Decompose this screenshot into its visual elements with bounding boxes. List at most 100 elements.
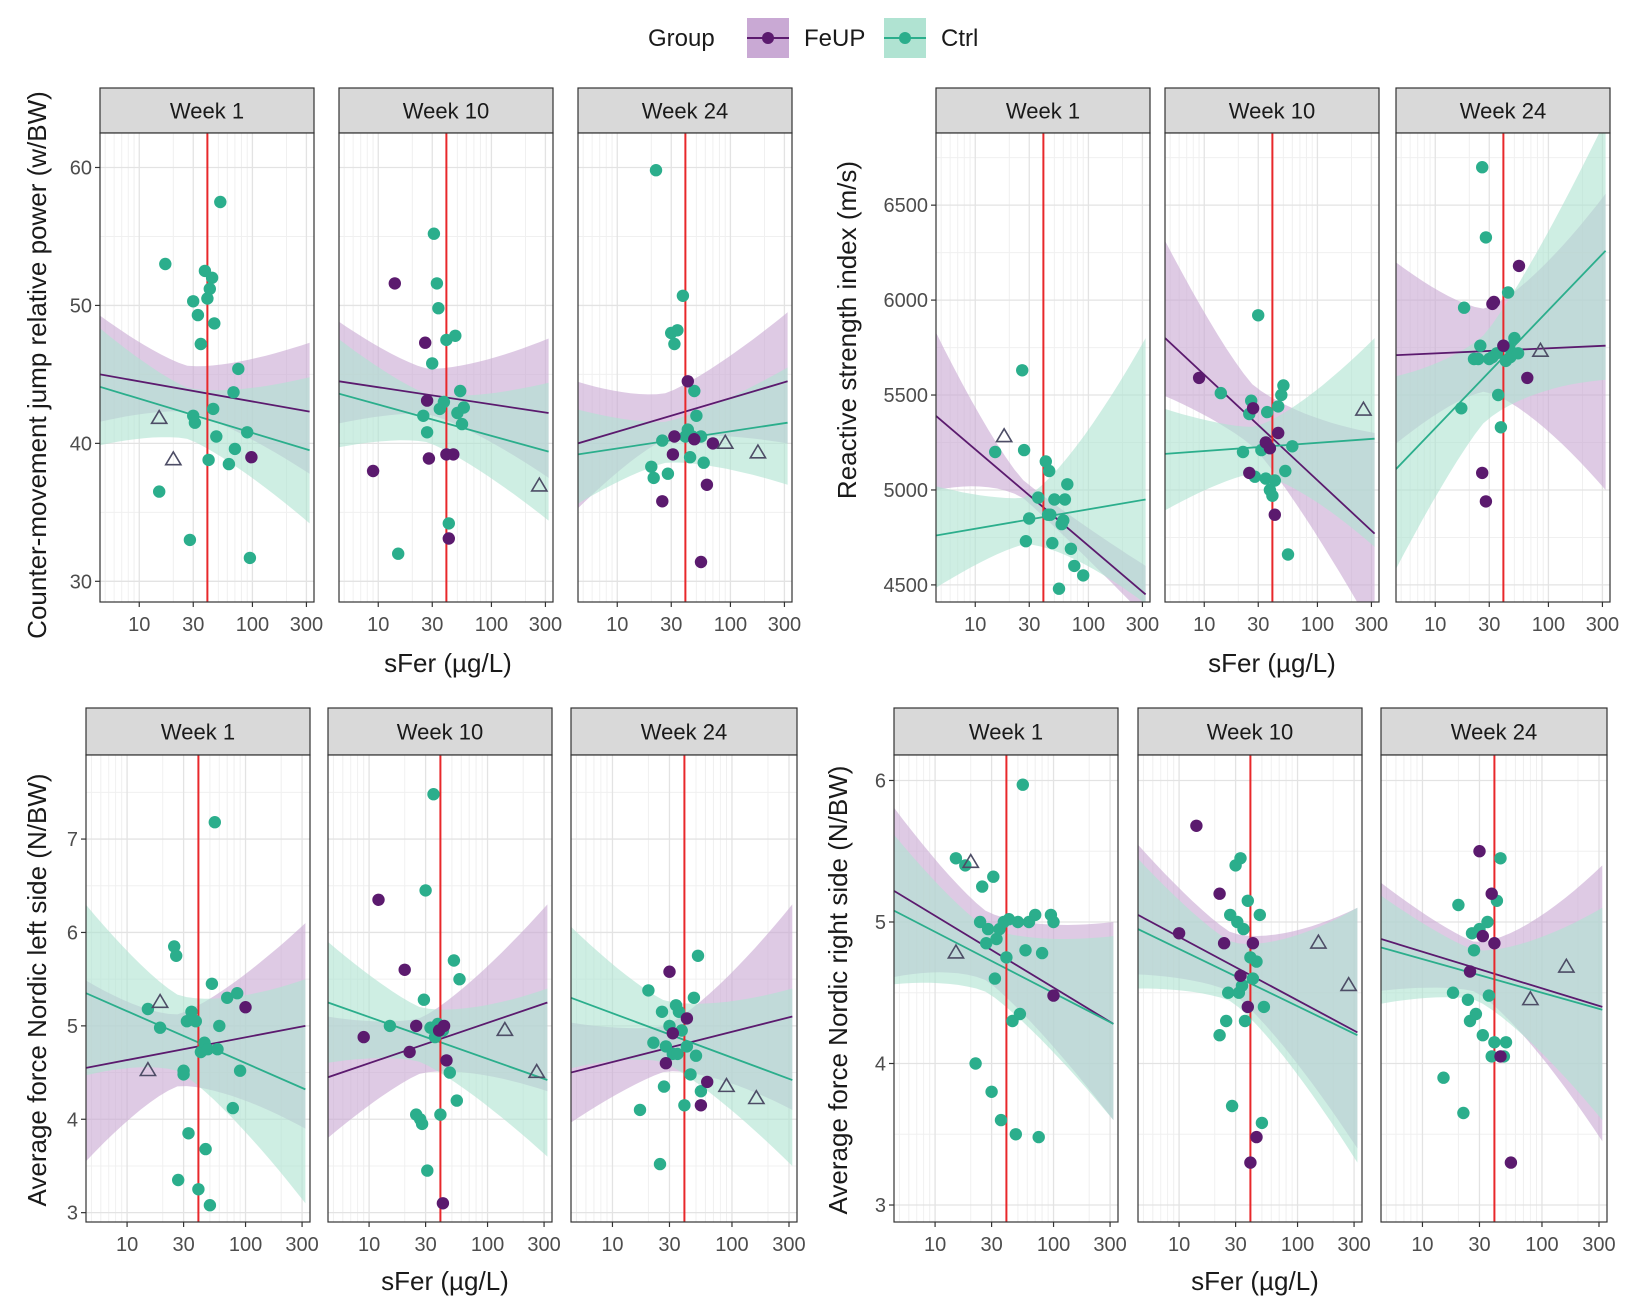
data-point-ctrl — [170, 949, 183, 962]
data-point-ctrl — [192, 1183, 205, 1196]
panel-week-10: Week 10 10 30 100 300 — [338, 87, 562, 636]
data-point-ctrl — [1016, 778, 1029, 791]
data-point-ctrl — [1252, 309, 1265, 322]
data-point-ctrl — [1213, 1029, 1226, 1042]
x-tick-label: 30 — [1018, 614, 1040, 636]
fit-line-feup — [578, 380, 788, 445]
data-point-feup — [663, 965, 676, 978]
x-tick-label: 300 — [285, 1234, 318, 1256]
data-point-ctrl — [633, 1103, 647, 1117]
chart-cmj: Counter-movement jump relative power (w/… — [22, 87, 801, 678]
facet-strip-label: Week 24 — [642, 99, 728, 124]
data-point-ctrl — [228, 442, 242, 456]
fit-line-feup — [100, 373, 310, 413]
y-tick-label: 5500 — [884, 385, 929, 407]
fit-line-ctrl — [1138, 928, 1358, 1037]
data-point-feup — [403, 1045, 416, 1059]
data-point-ctrl — [1272, 400, 1285, 413]
x-tick-label: 10 — [1168, 1234, 1190, 1256]
legend-key-ctrl: Ctrl — [884, 18, 978, 58]
y-axis-title-cmj: Counter-movement jump relative power (w/… — [22, 91, 52, 639]
x-tick-label: 100 — [1532, 614, 1565, 636]
data-point-ctrl — [188, 416, 202, 429]
fit-line-feup — [1165, 337, 1376, 535]
data-point-ctrl — [1455, 402, 1468, 415]
y-tick-label: 3 — [875, 1195, 886, 1217]
legend-key-feup: FeUP — [747, 18, 865, 58]
fit-line-ctrl — [894, 909, 1114, 1025]
data-point-ctrl — [661, 467, 675, 480]
data-point-ctrl — [1469, 1007, 1483, 1021]
data-point-feup — [668, 430, 681, 443]
panel-week-1: Week 1 10 30 100 300 — [85, 707, 319, 1256]
data-point-ctrl — [447, 954, 461, 967]
data-point-ctrl — [430, 277, 444, 290]
data-point-ctrl — [201, 1043, 214, 1056]
legend-title: Group — [648, 25, 715, 52]
data-point-ctrl — [642, 984, 655, 997]
data-point-ctrl — [1437, 1071, 1450, 1084]
data-point-ctrl — [689, 1049, 703, 1062]
data-point-feup — [1463, 965, 1477, 978]
outlier-point — [1557, 957, 1576, 973]
data-point-feup — [1272, 426, 1285, 440]
outlier-point — [995, 427, 1014, 443]
data-point-feup — [239, 1001, 252, 1014]
ci-band-ctrl — [1381, 895, 1603, 1121]
data-point-ctrl — [678, 1099, 691, 1112]
data-point-ctrl — [1461, 993, 1475, 1006]
x-tick-label: 300 — [1355, 614, 1388, 636]
facet-strip-label: Week 10 — [1207, 720, 1293, 745]
outlier-point — [748, 443, 767, 459]
data-point-feup — [1473, 845, 1486, 858]
data-point-ctrl — [1222, 986, 1235, 999]
panel-week-24: Week 24 10 30 100 300 — [1395, 87, 1619, 636]
data-point-feup — [442, 532, 455, 545]
data-point-ctrl — [153, 1021, 167, 1034]
data-point-ctrl — [1492, 388, 1505, 402]
data-point-ctrl — [987, 870, 1000, 883]
outlier-point — [495, 1020, 514, 1037]
x-tick-label: 300 — [1093, 1234, 1126, 1256]
data-point-ctrl — [1511, 347, 1525, 360]
y-tick-label: 6 — [875, 770, 886, 792]
data-point-feup — [1268, 508, 1282, 521]
data-point-ctrl — [647, 471, 660, 485]
facet-strip-label: Week 24 — [1460, 99, 1546, 124]
data-point-ctrl — [1446, 986, 1460, 999]
plot-content — [86, 755, 310, 1222]
y-axis-title-nordic-left: Average force Nordic left side (N/BW) — [22, 774, 52, 1207]
data-point-ctrl — [221, 991, 234, 1004]
x-tick-label: 10 — [1193, 614, 1215, 636]
data-point-feup — [1172, 927, 1186, 940]
outlier-point — [150, 408, 169, 425]
y-tick-label: 6 — [67, 922, 78, 944]
data-point-ctrl — [450, 1094, 463, 1107]
x-tick-label: 300 — [1337, 1234, 1370, 1256]
data-point-ctrl — [232, 362, 245, 376]
data-point-ctrl — [1494, 852, 1507, 865]
data-point-ctrl — [985, 1085, 998, 1099]
data-point-ctrl — [1501, 286, 1515, 299]
panel-week-1: Week 1 10 30 100 300 — [99, 87, 323, 636]
x-axis-title-nordic-right: sFer (µg/L) — [1191, 1266, 1319, 1296]
data-point-feup — [1250, 1130, 1263, 1144]
fit-line-ctrl — [936, 498, 1146, 537]
data-point-feup — [1241, 1000, 1255, 1014]
data-point-ctrl — [383, 1019, 397, 1033]
data-point-ctrl — [222, 457, 236, 471]
y-axis-title-rsi: Reactive strength index (m/s) — [832, 161, 862, 499]
data-point-feup — [1217, 937, 1231, 950]
data-point-feup — [398, 963, 411, 976]
panel-week-1: Week 1 10 30 100 300 — [893, 707, 1127, 1256]
data-point-feup — [245, 451, 258, 464]
data-point-ctrl — [1482, 989, 1496, 1002]
data-point-ctrl — [691, 949, 705, 962]
data-point-ctrl — [426, 357, 439, 370]
y-tick-label: 5 — [875, 912, 886, 934]
panel-border — [327, 754, 553, 1223]
data-point-ctrl — [420, 426, 434, 439]
data-point-ctrl — [1016, 364, 1029, 377]
data-point-ctrl — [683, 451, 697, 464]
